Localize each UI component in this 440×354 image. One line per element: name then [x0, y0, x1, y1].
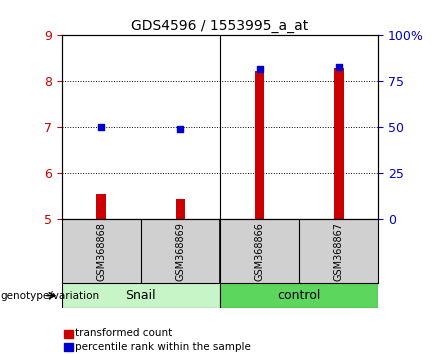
- Point: [98, 125, 105, 130]
- Text: GSM368866: GSM368866: [255, 222, 264, 281]
- Text: genotype/variation: genotype/variation: [0, 291, 99, 301]
- Bar: [64, 330, 73, 338]
- Bar: [255, 71, 264, 219]
- Text: GSM368868: GSM368868: [96, 222, 106, 281]
- Text: control: control: [278, 289, 321, 302]
- Text: transformed count: transformed count: [75, 328, 172, 338]
- Text: Snail: Snail: [125, 289, 156, 302]
- Bar: [64, 343, 73, 351]
- Bar: [220, 283, 378, 308]
- Title: GDS4596 / 1553995_a_at: GDS4596 / 1553995_a_at: [132, 19, 308, 33]
- Point: [177, 126, 184, 132]
- Text: GSM368867: GSM368867: [334, 222, 344, 281]
- Bar: [96, 194, 106, 219]
- Bar: [334, 68, 344, 219]
- Bar: [176, 199, 185, 219]
- Bar: [62, 283, 220, 308]
- Point: [256, 66, 263, 72]
- Text: GSM368869: GSM368869: [176, 222, 185, 281]
- Text: percentile rank within the sample: percentile rank within the sample: [75, 342, 251, 352]
- Point: [335, 64, 342, 69]
